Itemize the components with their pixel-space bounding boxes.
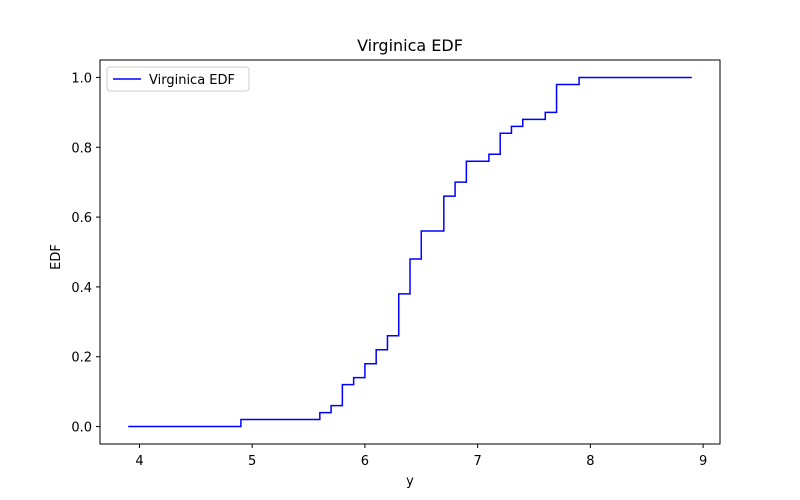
y-axis-label: EDF (49, 244, 64, 270)
y-tick-label: 0.8 (71, 141, 92, 156)
y-tick-label: 0.4 (71, 281, 92, 296)
legend-label: Virginica EDF (149, 73, 235, 88)
chart-title: Virginica EDF (357, 36, 463, 55)
x-tick-label: 5 (248, 454, 256, 469)
series-line-0 (128, 76, 692, 428)
x-axis-label: y (406, 474, 414, 489)
y-tick-label: 0.6 (71, 211, 92, 226)
x-tick-label: 7 (473, 454, 481, 469)
x-tick-label: 6 (361, 454, 369, 469)
x-tick-label: 8 (586, 454, 594, 469)
x-tick-label: 9 (699, 454, 707, 469)
plot-frame (99, 59, 721, 445)
x-tick-label: 4 (135, 454, 143, 469)
legend-box (106, 66, 250, 92)
y-tick-label: 0.2 (71, 351, 92, 366)
y-tick-label: 0.0 (71, 421, 92, 436)
y-tick-label: 1.0 (71, 71, 92, 86)
plot-area: 4 5 6 7 8 9 0.0 0.2 0.4 0.6 0.8 1.0 Virginica EDF (71, 59, 721, 469)
